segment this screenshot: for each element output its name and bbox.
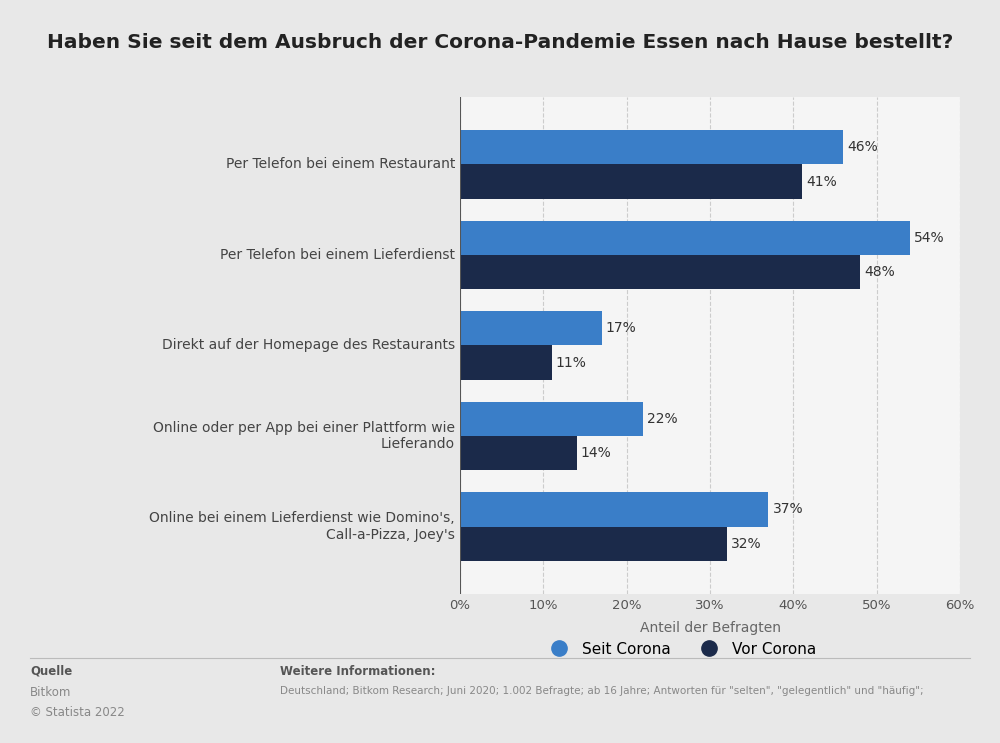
- Text: Deutschland; Bitkom Research; Juni 2020; 1.002 Befragte; ab 16 Jahre; Antworten : Deutschland; Bitkom Research; Juni 2020;…: [280, 686, 924, 695]
- Text: 11%: 11%: [556, 356, 587, 370]
- Text: Direkt auf der Homepage des Restaurants: Direkt auf der Homepage des Restaurants: [162, 339, 455, 352]
- Bar: [460, 221, 910, 255]
- Text: Bitkom: Bitkom: [30, 686, 71, 698]
- Text: Online oder per App bei einer Plattform wie
Lieferando: Online oder per App bei einer Plattform …: [153, 421, 455, 451]
- Text: 32%: 32%: [731, 536, 761, 551]
- Text: 46%: 46%: [848, 140, 878, 155]
- Text: Weitere Informationen:: Weitere Informationen:: [280, 665, 436, 678]
- Bar: [460, 164, 802, 199]
- Text: 41%: 41%: [806, 175, 837, 189]
- Bar: [460, 345, 552, 380]
- Bar: [460, 311, 602, 345]
- Text: Online bei einem Lieferdienst wie Domino's,
Call-a-Pizza, Joey's: Online bei einem Lieferdienst wie Domino…: [149, 511, 455, 542]
- Bar: [460, 255, 860, 289]
- Text: 17%: 17%: [606, 321, 637, 335]
- X-axis label: Anteil der Befragten: Anteil der Befragten: [640, 620, 780, 635]
- Text: 48%: 48%: [864, 265, 895, 279]
- Bar: [460, 527, 727, 561]
- Text: 37%: 37%: [772, 502, 803, 516]
- Text: 14%: 14%: [581, 447, 612, 460]
- Text: 54%: 54%: [914, 231, 945, 244]
- Bar: [460, 130, 843, 164]
- Bar: [460, 436, 577, 470]
- Text: Per Telefon bei einem Restaurant: Per Telefon bei einem Restaurant: [226, 158, 455, 172]
- Text: Haben Sie seit dem Ausbruch der Corona-Pandemie Essen nach Hause bestellt?: Haben Sie seit dem Ausbruch der Corona-P…: [47, 33, 953, 53]
- Text: © Statista 2022: © Statista 2022: [30, 706, 125, 718]
- Text: 22%: 22%: [648, 412, 678, 426]
- Text: Quelle: Quelle: [30, 665, 72, 678]
- Bar: [460, 492, 768, 527]
- Bar: [460, 402, 643, 436]
- Text: Per Telefon bei einem Lieferdienst: Per Telefon bei einem Lieferdienst: [220, 248, 455, 262]
- Legend: Seit Corona, Vor Corona: Seit Corona, Vor Corona: [538, 635, 822, 663]
